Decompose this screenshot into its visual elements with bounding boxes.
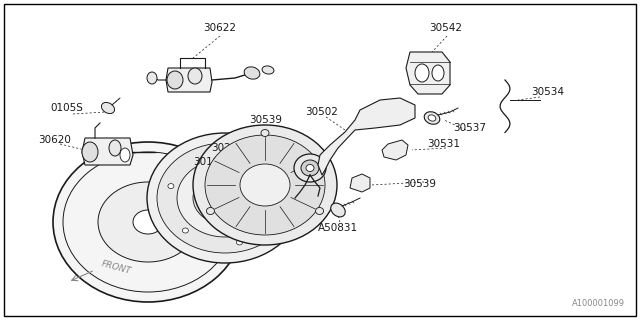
Ellipse shape [147,133,303,263]
Text: 30620: 30620 [38,135,72,145]
Ellipse shape [244,67,260,79]
Text: 30502: 30502 [305,107,339,117]
Ellipse shape [301,160,319,176]
Ellipse shape [215,190,235,206]
Polygon shape [350,174,370,192]
Ellipse shape [262,66,274,74]
Text: A100001099: A100001099 [572,299,625,308]
Polygon shape [318,98,415,175]
Ellipse shape [120,148,130,162]
Ellipse shape [147,72,157,84]
Text: 30539: 30539 [250,115,282,125]
Text: 30537: 30537 [454,123,486,133]
Ellipse shape [133,210,163,234]
Text: 30534: 30534 [531,87,564,97]
Ellipse shape [276,207,282,212]
Text: 30210: 30210 [212,143,244,153]
Ellipse shape [167,71,183,89]
Ellipse shape [188,68,202,84]
Ellipse shape [193,125,337,245]
Ellipse shape [53,142,243,302]
Ellipse shape [415,64,429,82]
Text: 30622: 30622 [204,23,237,33]
Polygon shape [82,138,133,165]
Ellipse shape [207,207,214,214]
Ellipse shape [157,143,293,253]
Ellipse shape [240,164,290,206]
Ellipse shape [98,182,198,262]
Ellipse shape [193,172,257,224]
Ellipse shape [294,154,326,182]
Ellipse shape [205,135,325,235]
Ellipse shape [168,184,174,188]
Text: A50831: A50831 [318,223,358,233]
Text: 30542: 30542 [429,23,463,33]
Ellipse shape [109,140,121,156]
Ellipse shape [432,65,444,81]
Text: 30100: 30100 [194,157,227,167]
Ellipse shape [205,182,245,214]
Ellipse shape [102,102,115,114]
Ellipse shape [428,115,436,121]
Ellipse shape [262,163,268,168]
Polygon shape [406,52,450,94]
Text: 0105S: 0105S [51,103,83,113]
Ellipse shape [177,159,273,237]
Ellipse shape [207,151,214,156]
Ellipse shape [261,130,269,137]
Text: 30531: 30531 [428,139,461,149]
Polygon shape [382,140,408,160]
Ellipse shape [306,164,314,172]
Ellipse shape [82,142,98,162]
Ellipse shape [182,228,188,233]
Ellipse shape [316,207,324,214]
Polygon shape [166,68,212,92]
Ellipse shape [237,240,243,245]
Text: FRONT: FRONT [100,260,132,276]
Ellipse shape [331,203,345,217]
Text: 30539: 30539 [403,179,436,189]
Ellipse shape [424,112,440,124]
